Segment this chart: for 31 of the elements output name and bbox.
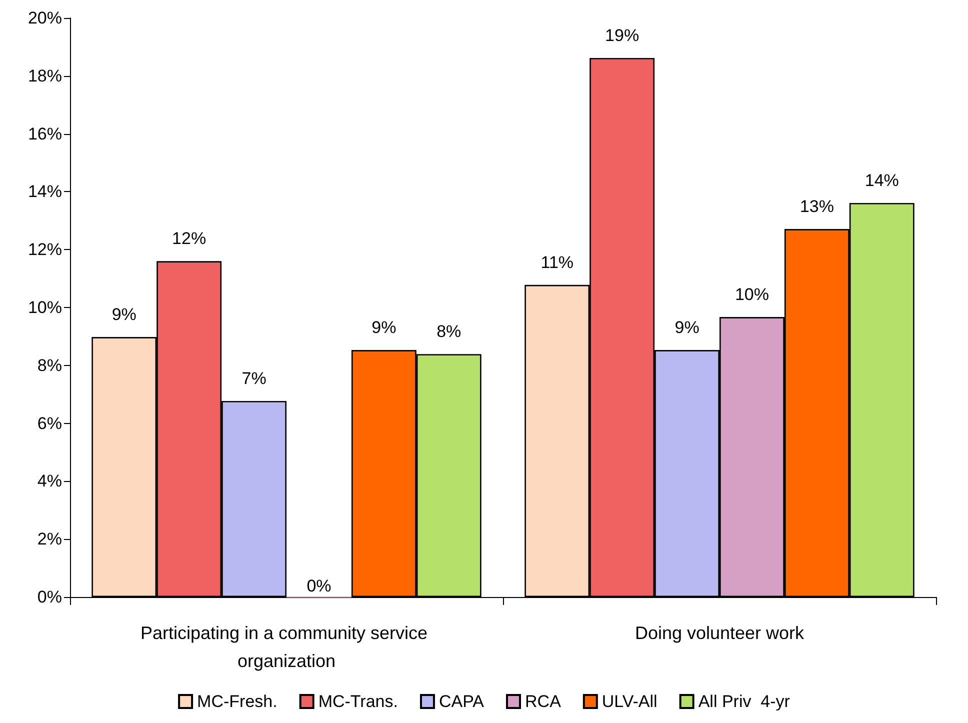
data-label: 13% [800,197,834,216]
legend-label: All Priv 4-yr [698,692,790,711]
data-label: 12% [172,229,206,248]
y-tick-label: 6% [37,414,62,433]
y-tick-label: 4% [37,472,62,491]
y-tick-label: 20% [28,8,62,28]
y-tick-label: 14% [28,182,62,202]
data-label: 10% [734,285,769,304]
legend-label: RCA [525,692,562,711]
data-label: 14% [864,170,899,190]
y-tick-label: 16% [28,124,62,144]
data-label: 0% [306,576,332,596]
y-tick-label: 8% [37,356,62,375]
data-label: 9% [674,318,700,338]
legend-label: ULV-All [602,692,658,711]
y-tick-label: 18% [28,66,62,86]
legend-label: MC-Fresh. [197,692,278,711]
y-tick-label: 12% [28,240,62,260]
y-tick-label: 2% [37,530,62,549]
x-tick-label: Doing volunteer work [634,623,806,643]
data-label: 9% [372,318,396,338]
data-label: 19% [605,26,640,45]
legend-label: MC-Trans. [318,692,398,711]
legend-label: CAPA [438,692,485,711]
data-label: 9% [112,305,136,324]
data-label: 11% [540,252,574,272]
data-label: 8% [436,322,462,342]
y-tick-label: 0% [37,588,62,606]
y-tick-label: 10% [28,298,62,317]
x-tick-label: Participating in a community service organization [140,623,433,671]
data-label: 7% [242,369,266,388]
